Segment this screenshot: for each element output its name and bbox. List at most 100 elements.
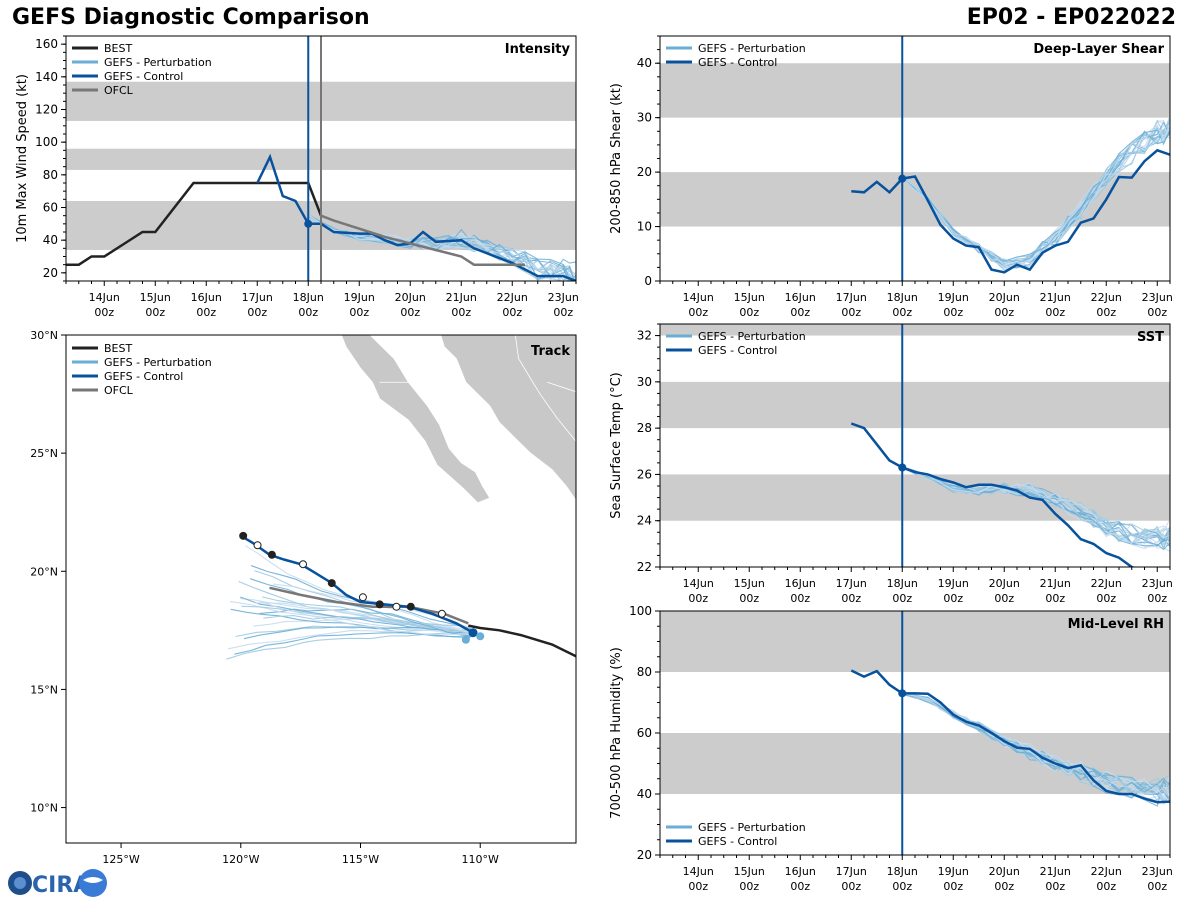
sst-xtick-label-day: 16Jun [785, 577, 816, 590]
rh-ytick-label: 80 [637, 665, 652, 679]
track-xtick-label: 110°W [462, 853, 499, 866]
rh-ytick-label: 40 [637, 787, 652, 801]
sst-xtick-label-hour: 00z [739, 592, 759, 605]
intensity-ytick-label: 80 [43, 168, 58, 182]
rh-xtick-label-day: 15Jun [734, 865, 765, 878]
intensity-xtick-label-day: 16Jun [191, 291, 222, 304]
mainland-mexico-land [440, 335, 576, 502]
sst-xtick-label-day: 14Jun [683, 577, 714, 590]
track-xtick-label: 125°W [102, 853, 139, 866]
intensity-ytick-label: 100 [35, 135, 58, 149]
rh-band-1 [660, 611, 1170, 672]
sst-xtick-label-hour: 00z [790, 592, 810, 605]
rh-ytick-label: 60 [637, 726, 652, 740]
rh-xtick-label-hour: 00z [1096, 880, 1116, 893]
sst-xtick-label-day: 19Jun [938, 577, 969, 590]
legend-label-perturbation: GEFS - Perturbation [104, 56, 212, 69]
sst-ytick-label: 22 [637, 560, 652, 574]
shear-xtick-label-hour: 00z [1096, 306, 1116, 319]
track-ytick-label: 20°N [30, 565, 58, 578]
control-track-marker [437, 609, 446, 618]
perturbation-init-marker [461, 635, 470, 644]
rh-xtick-label-hour: 00z [1147, 880, 1167, 893]
intensity-init-marker [304, 219, 313, 228]
perturbation-track [249, 578, 471, 637]
track-ytick-label: 30°N [30, 329, 58, 342]
rh-ytick-label: 20 [637, 848, 652, 862]
rh-xtick-label-hour: 00z [739, 880, 759, 893]
intensity-xtick-label-day: 17Jun [242, 291, 273, 304]
rh-xtick-label-day: 20Jun [989, 865, 1020, 878]
control-track-marker [468, 628, 478, 638]
track-xtick-label: 115°W [342, 853, 379, 866]
intensity-series-gefs-control [256, 153, 576, 281]
rh-xtick-label-day: 21Jun [1040, 865, 1071, 878]
rh-xtick-label-day: 23Jun [1142, 865, 1173, 878]
sst-xtick-label-day: 23Jun [1142, 577, 1173, 590]
intensity-xtick-label-day: 20Jun [395, 291, 426, 304]
shear-xtick-label-day: 18Jun [887, 291, 918, 304]
legend-label-perturbation: GEFS - Perturbation [104, 356, 212, 369]
intensity-xtick-label-day: 23Jun [548, 291, 579, 304]
intensity-ytick-label: 160 [35, 37, 58, 51]
shear-xtick-label-hour: 00z [1147, 306, 1167, 319]
intensity-perturbation-line [308, 214, 576, 277]
legend-label-best: BEST [104, 342, 132, 355]
perturbation-track [234, 632, 471, 655]
sst-xtick-label-day: 21Jun [1040, 577, 1071, 590]
rh-xtick-label-hour: 00z [688, 880, 708, 893]
shear-xtick-label-hour: 00z [1045, 306, 1065, 319]
sst-plot-area [660, 324, 1170, 567]
sst-ytick-label: 28 [637, 421, 652, 435]
shear-xtick-label-hour: 00z [943, 306, 963, 319]
shear-ytick-label: 0 [644, 274, 652, 288]
shear-xtick-label-day: 20Jun [989, 291, 1020, 304]
shear-xtick-label-hour: 00z [841, 306, 861, 319]
sst-band-2 [660, 324, 1170, 336]
shear-xtick-label-day: 19Jun [938, 291, 969, 304]
legend-label-best: BEST [104, 42, 132, 55]
perturbation-track [250, 564, 471, 630]
sst-ytick-label: 24 [637, 514, 652, 528]
state-border [547, 381, 576, 393]
sst-xtick-label-hour: 00z [841, 592, 861, 605]
rh-xtick-label-hour: 00z [892, 880, 912, 893]
best-track-line [468, 624, 576, 658]
chart-sst: 22 24 26 28 30 32 14Jun 00z 15Jun 00z 16Jun 00z 17Ju… [609, 323, 1173, 605]
shear-xtick-label-day: 22Jun [1091, 291, 1122, 304]
control-track-marker [239, 531, 248, 540]
sst-xtick-label-hour: 00z [892, 592, 912, 605]
sst-xtick-label-hour: 00z [1045, 592, 1065, 605]
control-track-marker [406, 602, 415, 611]
legend-label-control: GEFS - Control [698, 56, 777, 69]
shear-xtick-label-hour: 00z [688, 306, 708, 319]
perturbation-track [228, 629, 471, 650]
track-xtick-label: 120°W [222, 853, 259, 866]
control-track-marker [392, 602, 401, 611]
rh-ytick-label: 100 [629, 604, 652, 618]
chart-intensity: 20 40 60 80 100 120 140 160 14Jun 00z 15Jun 00z 16Ju… [15, 35, 579, 319]
legend-label-control: GEFS - Control [104, 370, 183, 383]
shear-perturbation-line [901, 123, 1170, 267]
shear-xtick-label-day: 23Jun [1142, 291, 1173, 304]
state-border [514, 335, 576, 442]
control-track-marker [299, 560, 308, 569]
sst-xtick-label-hour: 00z [943, 592, 963, 605]
rh-perturbation-line [902, 692, 1170, 802]
sst-xtick-label-hour: 00z [994, 592, 1014, 605]
shear-band-1 [660, 63, 1170, 118]
legend-label-ofcl: OFCL [104, 84, 134, 97]
intensity-xtick-label-hour: 00z [94, 306, 114, 319]
legend-label-ofcl: OFCL [104, 384, 134, 397]
control-track-marker [358, 593, 367, 602]
track-ytick-label: 10°N [30, 802, 58, 815]
sst-ytick-label: 26 [637, 467, 652, 481]
intensity-xtick-label-hour: 00z [400, 306, 420, 319]
rh-xtick-label-day: 18Jun [887, 865, 918, 878]
shear-xtick-label-day: 15Jun [734, 291, 765, 304]
shear-plot-area [660, 63, 1170, 274]
intensity-ytick-label: 120 [35, 103, 58, 117]
intensity-xtick-label-hour: 00z [502, 306, 522, 319]
sst-ytick-label: 30 [637, 375, 652, 389]
sst-perturbation-line [902, 466, 1170, 547]
